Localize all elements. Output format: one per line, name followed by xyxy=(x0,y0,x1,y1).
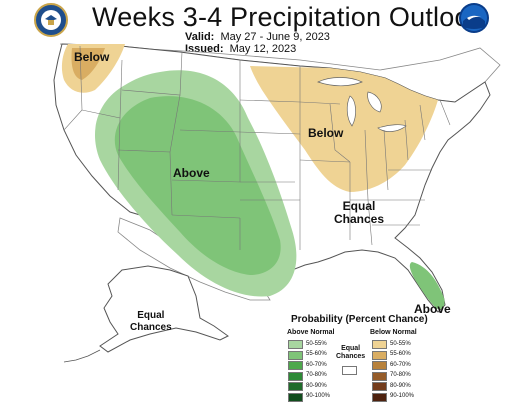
legend-below-swatch-1 xyxy=(372,350,387,360)
lake-michigan xyxy=(346,95,356,127)
legend-below-label-3: 70-80% xyxy=(390,372,411,378)
legend-above-header: Above Normal xyxy=(287,329,335,336)
valid-value: May 27 - June 9, 2023 xyxy=(220,31,330,43)
above-region-mid xyxy=(114,96,281,276)
lake-superior xyxy=(317,77,363,87)
valid-label: Valid: xyxy=(185,31,215,43)
legend-below-header: Below Normal xyxy=(370,329,417,336)
legend-below-label-1: 55-60% xyxy=(390,351,411,357)
legend-equal-line1: Equal xyxy=(341,345,361,352)
below-region-northwest-mid xyxy=(71,48,105,80)
legend-below-swatch-0 xyxy=(372,340,387,349)
legend-below-swatch-4 xyxy=(372,382,387,391)
legend-above-swatch-2 xyxy=(288,361,303,370)
doc-seal-icon xyxy=(34,3,68,37)
below-region-midwest xyxy=(250,66,438,192)
legend-equal-line2: Chances xyxy=(336,353,366,360)
eagle-icon xyxy=(41,10,61,30)
legend-above-swatch-4 xyxy=(288,382,303,391)
label-equal-east-line2: Chances xyxy=(334,212,385,226)
above-region-florida xyxy=(409,262,445,310)
label-above-florida: Above xyxy=(414,302,451,316)
aleutian-islands xyxy=(63,349,101,363)
alaska-land xyxy=(99,265,229,353)
label-equal-ak-line2: Chances xyxy=(130,322,172,333)
legend-below-swatch-3 xyxy=(372,371,387,381)
valid-line: Valid: May 27 - June 9, 2023 xyxy=(185,31,330,43)
legend-below-label-0: 50-55% xyxy=(390,340,411,347)
legend-above-swatch-3 xyxy=(288,371,303,381)
legend-above-swatch-5 xyxy=(288,392,303,402)
lake-huron xyxy=(367,91,382,113)
legend-below-swatch-2 xyxy=(372,361,387,370)
legend-below-swatch-5 xyxy=(372,392,387,402)
label-equal-chances-east: Equal Chances xyxy=(334,200,384,226)
legend-above-label-3: 70-80% xyxy=(306,372,327,378)
lake-erie xyxy=(377,124,407,132)
legend-equal-label: Equal Chances xyxy=(336,345,365,361)
legend-below-label-5: 90-100% xyxy=(390,393,415,399)
legend-above-swatch-0 xyxy=(288,340,303,349)
label-above-west: Above xyxy=(173,166,210,180)
legend-above-label-5: 90-100% xyxy=(306,393,331,399)
legend-above-label-0: 50-55% xyxy=(306,340,327,347)
label-below-northwest: Below xyxy=(74,50,110,64)
legend-above-label-4: 80-90% xyxy=(306,382,327,389)
issued-value: May 12, 2023 xyxy=(229,43,297,55)
noaa-gull-icon xyxy=(461,5,487,31)
noaa-logo-icon xyxy=(459,3,489,33)
issued-line: Issued: May 12, 2023 xyxy=(185,43,296,55)
legend-below-label-4: 80-90% xyxy=(390,382,411,389)
state-lines xyxy=(63,45,451,250)
label-equal-east-line1: Equal xyxy=(342,199,376,213)
label-equal-ak-line1: Equal xyxy=(137,310,165,321)
page-title: Weeks 3-4 Precipitation Outlook xyxy=(92,2,484,32)
legend-below-label-2: 60-70% xyxy=(390,361,411,368)
legend-above-label-1: 55-60% xyxy=(306,351,327,357)
legend-above-swatch-1 xyxy=(288,350,303,360)
legend-title: Probability (Percent Chance) xyxy=(291,314,428,325)
label-below-midwest: Below xyxy=(308,126,344,140)
label-equal-chances-alaska: Equal Chances xyxy=(130,310,172,334)
legend-above-label-2: 60-70% xyxy=(306,361,327,368)
legend-equal-swatch xyxy=(342,366,357,375)
